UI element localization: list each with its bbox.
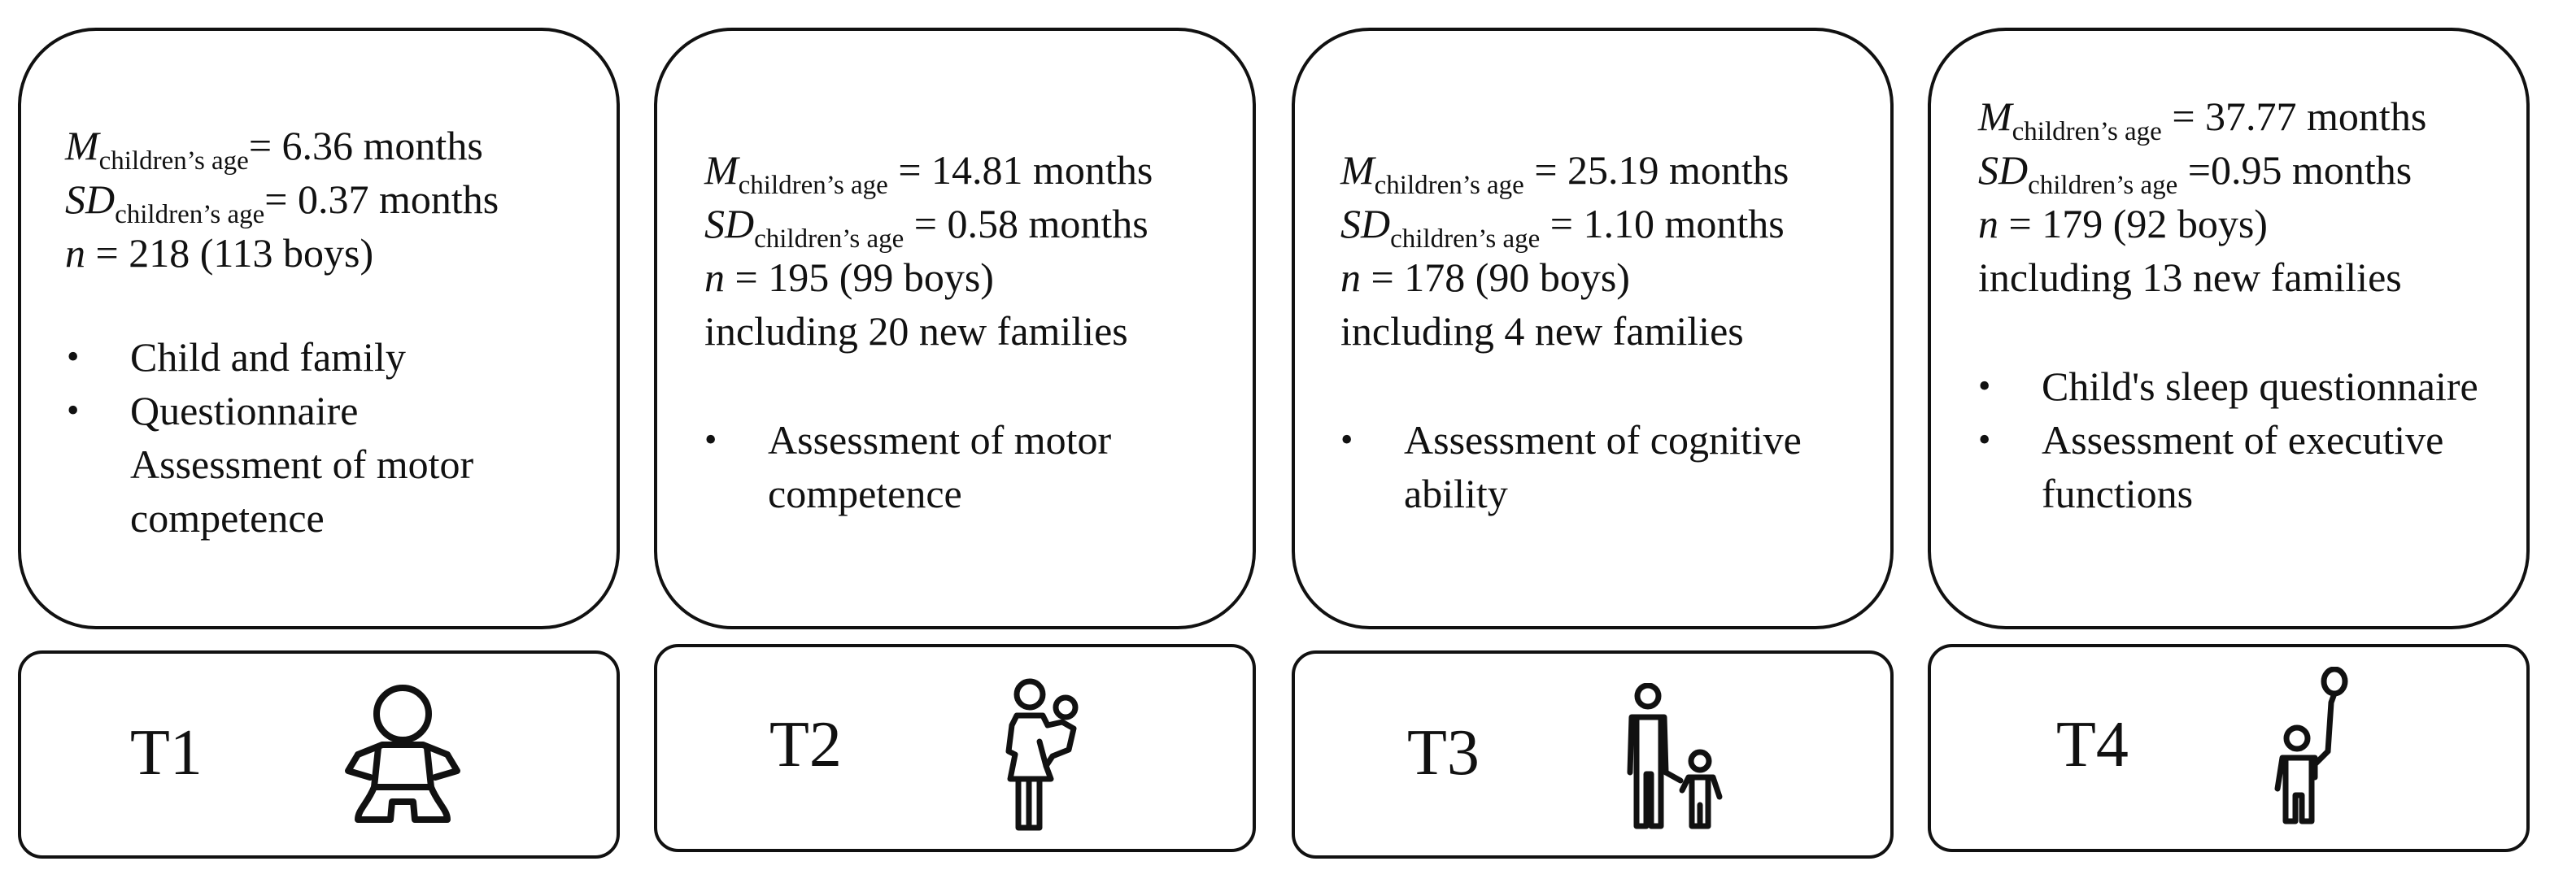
sample-size-line: n = 179 (92 boys): [1978, 201, 2268, 246]
timepoint-label-t1: T1: [130, 717, 203, 789]
timepoint-label-t4: T4: [2056, 709, 2129, 781]
adult-with-toddler-icon: [1624, 683, 1729, 829]
label-box-t2: [654, 644, 1256, 852]
sample-size-line: n = 195 (99 boys): [704, 254, 994, 300]
sample-size-line: n = 178 (90 boys): [1340, 254, 1630, 300]
label-box-t3: [1292, 650, 1894, 859]
sd-age-line: SDchildren’s age= 0.37 months: [65, 176, 499, 229]
stats-t1: Mchildren’s age= 6.36 months SDchildren’…: [65, 119, 499, 280]
bullet-item: Assessment of executive functions: [1978, 413, 2482, 520]
new-families-line: including 20 new families: [704, 308, 1128, 354]
mean-age-line: Mchildren’s age = 25.19 months: [1340, 147, 1789, 200]
bullet-list-t3: Assessment of cognitive ability: [1340, 413, 1861, 520]
bullet-item: Child's sleep questionnaire: [1978, 359, 2482, 413]
stats-t3: Mchildren’s age = 25.19 months SDchildre…: [1340, 143, 1789, 358]
bullet-list-t1: Child and family Questionnaire Assessmen…: [67, 330, 555, 545]
bullet-list-t2: Assessment of motor competence: [704, 413, 1192, 520]
sd-age-line: SDchildren’s age =0.95 months: [1978, 147, 2413, 200]
mean-age-line: Mchildren’s age= 6.36 months: [65, 123, 483, 176]
mean-age-line: Mchildren’s age = 37.77 months: [1978, 94, 2427, 146]
info-box-t3: [1292, 28, 1894, 629]
bullet-item: Assessment of motor competence: [704, 413, 1192, 520]
baby-icon: [342, 681, 464, 828]
label-box-t4: [1928, 644, 2530, 852]
timepoint-label-t3: T3: [1407, 717, 1480, 789]
stats-t2: Mchildren’s age = 14.81 months SDchildre…: [704, 143, 1153, 358]
timepoint-label-t2: T2: [769, 709, 842, 781]
bullet-item: Questionnaire Assessment of motor compet…: [67, 384, 555, 545]
info-box-t4: [1928, 28, 2530, 629]
bullet-item: Child and family: [67, 330, 555, 384]
label-box-t1: [18, 650, 620, 859]
new-families-line: including 13 new families: [1978, 254, 2402, 300]
child-with-balloon-icon: [2269, 667, 2351, 829]
bullet-list-t4: Child's sleep questionnaire Assessment o…: [1978, 359, 2482, 520]
sd-age-line: SDchildren’s age = 0.58 months: [704, 201, 1149, 254]
new-families-line: including 4 new families: [1340, 308, 1744, 354]
bullet-item: Assessment of cognitive ability: [1340, 413, 1861, 520]
parent-holding-child-icon: [999, 676, 1088, 831]
sd-age-line: SDchildren’s age = 1.10 months: [1340, 201, 1785, 254]
sample-size-line: n = 218 (113 boys): [65, 230, 374, 276]
stats-t4: Mchildren’s age = 37.77 months SDchildre…: [1978, 89, 2426, 304]
mean-age-line: Mchildren’s age = 14.81 months: [704, 147, 1153, 200]
info-box-t2: [654, 28, 1256, 629]
